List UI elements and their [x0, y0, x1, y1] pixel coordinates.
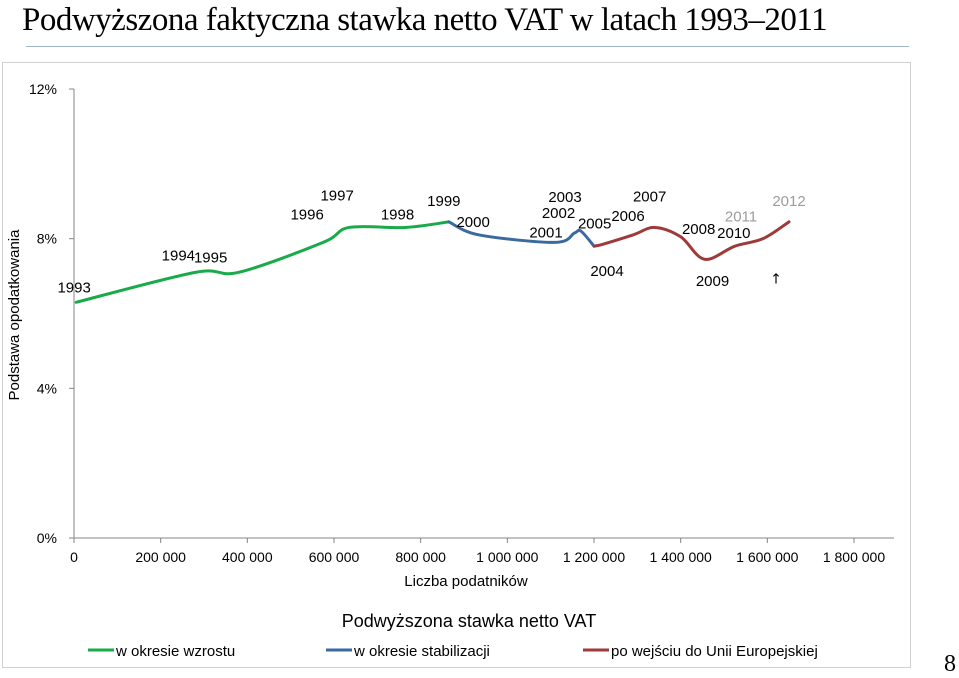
point-label-2002: 2002: [542, 205, 575, 222]
series-line-1: [74, 220, 451, 304]
y-tick-label: 0%: [37, 530, 57, 546]
point-label-2007: 2007: [633, 188, 666, 205]
point-label-2009: 2009: [696, 273, 729, 290]
point-label-1999: 1999: [427, 193, 460, 210]
point-label-2005: 2005: [578, 215, 611, 232]
x-tick-label: 1 800 000: [823, 549, 885, 565]
x-tick-label: 1 000 000: [476, 549, 538, 565]
point-label-1993: 1993: [57, 279, 90, 296]
x-tick-label: 400 000: [222, 549, 273, 565]
point-label-2011: 2011: [725, 209, 757, 226]
point-label-1996: 1996: [290, 206, 323, 223]
y-tick-label: 12%: [29, 81, 57, 97]
point-label-1998: 1998: [381, 206, 414, 223]
point-label-1995: 1995: [194, 249, 227, 266]
axes: [69, 88, 894, 543]
page-number: 8: [944, 651, 956, 677]
slide-title: Podwyższona faktyczna stawka netto VAT w…: [22, 2, 828, 38]
x-tick-label: 1 400 000: [650, 549, 712, 565]
annotation-arrow: ↑: [770, 272, 782, 288]
y-tick-label: 8%: [37, 231, 57, 247]
point-label-2000: 2000: [456, 214, 489, 231]
x-axis-label: Liczba podatników: [404, 573, 528, 590]
legend-label-1: w okresie wzrostu: [115, 643, 235, 660]
point-label-2012: 2012: [772, 193, 805, 210]
point-label-2004: 2004: [590, 263, 623, 280]
x-tick-label: 0: [70, 549, 78, 565]
y-tick-label: 4%: [37, 380, 57, 396]
point-label-1997: 1997: [320, 187, 353, 204]
x-tick-label: 800 000: [395, 549, 446, 565]
series-line-3: [592, 220, 791, 261]
point-label-2001: 2001: [529, 224, 562, 241]
x-tick-label: 1 200 000: [563, 549, 625, 565]
x-tick-label: 600 000: [309, 549, 360, 565]
legend-label-2: w okresie stabilizacji: [353, 643, 490, 660]
chart-title: Podwyższona stawka netto VAT: [342, 611, 596, 631]
series-line-2: [447, 220, 596, 248]
tick-labels: 0 200 000 400 000 600 000 800 000 1 000 000 1 …: [29, 81, 885, 565]
legend-label-3: po wejściu do Unii Europejskiej: [611, 643, 818, 660]
series-lines: [74, 220, 791, 304]
x-tick-label: 1 600 000: [736, 549, 798, 565]
title-divider: [26, 46, 909, 47]
chart-frame: [2, 62, 911, 668]
point-label-2010: 2010: [717, 225, 750, 242]
point-label-2003: 2003: [548, 189, 581, 206]
legend: w okresie wzrostu w okresie stabilizacji p…: [88, 643, 818, 660]
point-label-2008: 2008: [682, 221, 715, 238]
point-label-2006: 2006: [611, 208, 644, 225]
point-label-1994: 1994: [162, 247, 195, 264]
y-axis-label: Podstawa opodatkowania: [6, 229, 23, 401]
x-tick-label: 200 000: [135, 549, 186, 565]
